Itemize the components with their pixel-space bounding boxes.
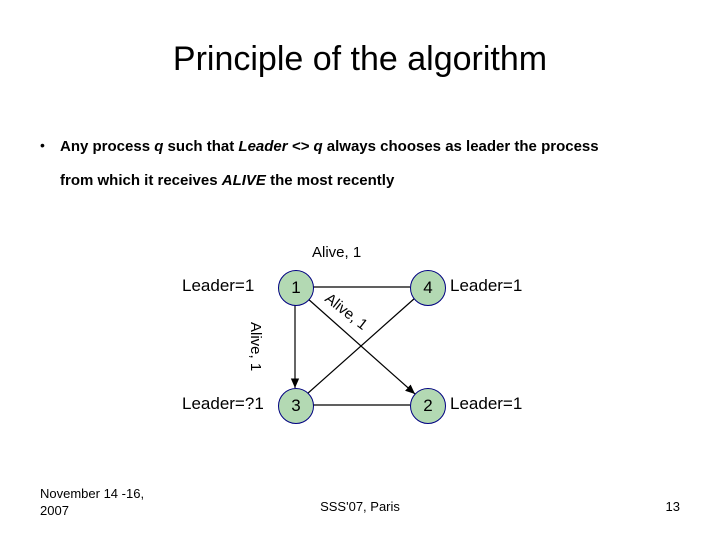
bullet-dot: • xyxy=(40,130,45,161)
bullet-1c: such that xyxy=(163,138,238,155)
bullet-1b: q xyxy=(154,138,163,155)
node-4: 4 xyxy=(410,270,446,306)
footer-page: 13 xyxy=(666,499,680,514)
edge-label-left: Alive, 1 xyxy=(247,322,264,371)
edge-label-top: Alive, 1 xyxy=(312,244,361,261)
bullet-2b: ALIVE xyxy=(222,172,266,189)
bullet-line-2: from which it receives ALIVE the most re… xyxy=(60,164,660,197)
bullet-2a: from which it receives xyxy=(60,172,222,189)
node-2: 2 xyxy=(410,388,446,424)
footer-venue: SSS'07, Paris xyxy=(0,499,720,514)
bullet-1d: Leader <> q xyxy=(238,138,322,155)
bullet-2c: the most recently xyxy=(266,172,394,189)
graph-diagram: Alive, 1 Alive, 1 Alive, 1 1 4 3 2 Leade… xyxy=(220,260,500,440)
bullet-1e: always chooses as leader the process xyxy=(323,138,599,155)
slide-title: Principle of the algorithm xyxy=(0,40,720,79)
node-1: 1 xyxy=(278,270,314,306)
bullet-1a: Any process xyxy=(60,138,154,155)
node-3: 3 xyxy=(278,388,314,424)
bullet-line-1: Any process q such that Leader <> q alwa… xyxy=(60,130,660,163)
